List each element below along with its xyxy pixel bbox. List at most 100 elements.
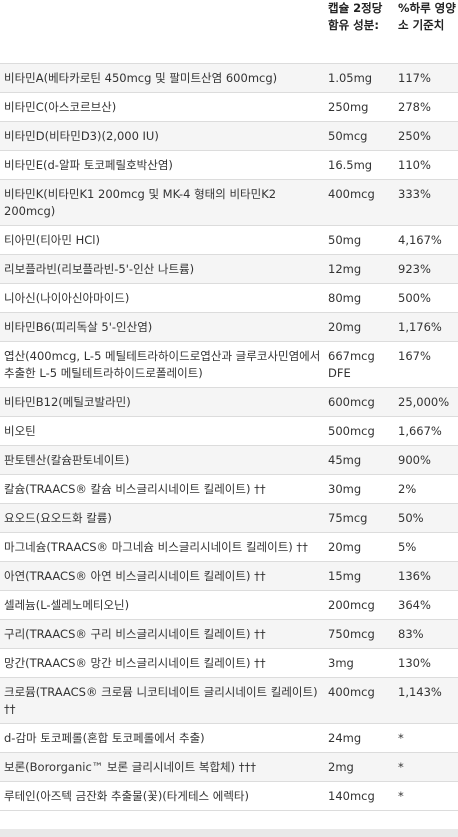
nutrient-name: 셀레늄(L-셀레노메티오닌) — [0, 590, 325, 620]
nutrient-amount: 12mg — [325, 254, 395, 284]
nutrient-amount: 50mcg — [325, 121, 395, 151]
table-row: 비타민C(아스코르브산) 250mg 278% — [0, 92, 458, 122]
nutrient-amount: 250mg — [325, 92, 395, 122]
nutrient-name: 비오틴 — [0, 416, 325, 446]
table-row: 보론(Bororganic™ 보론 글리시네이트 복합체) ††† 2mg * — [0, 752, 458, 782]
nutrient-amount: 16.5mg — [325, 150, 395, 180]
nutrient-amount: 667mcg DFE — [325, 341, 395, 388]
nutrient-daily-value: 110% — [395, 150, 458, 180]
nutrient-name: 루테인(아즈텍 금잔화 추출물(꽃)(타게테스 에렉타) — [0, 781, 325, 811]
nutrient-daily-value: 130% — [395, 648, 458, 678]
table-row: 비오틴 500mcg 1,667% — [0, 416, 458, 446]
nutrient-name: 티아민(티아민 HCl) — [0, 225, 325, 255]
nutrient-amount: 30mg — [325, 474, 395, 504]
nutrient-amount: 500mcg — [325, 416, 395, 446]
nutrient-daily-value: 1,667% — [395, 416, 458, 446]
nutrient-daily-value: 500% — [395, 283, 458, 313]
nutrient-daily-value: 2% — [395, 474, 458, 504]
table-row: 엽산(400mcg, L-5 메틸테트라하이드로엽산과 글루코사민염에서 추출한… — [0, 341, 458, 388]
nutrient-daily-value: 4,167% — [395, 225, 458, 255]
nutrient-daily-value: 167% — [395, 341, 458, 388]
nutrient-amount: 15mg — [325, 561, 395, 591]
nutrient-amount: 20mg — [325, 532, 395, 562]
table-row: 칼슘(TRAACS® 칼슘 비스글리시네이트 킬레이트) †† 30mg 2% — [0, 474, 458, 504]
nutrient-daily-value: * — [395, 723, 458, 753]
nutrient-daily-value: 923% — [395, 254, 458, 284]
nutrient-amount: 200mcg — [325, 590, 395, 620]
nutrient-amount: 600mcg — [325, 387, 395, 417]
table-row: 구리(TRAACS® 구리 비스글리시네이트 킬레이트) †† 750mcg 83% — [0, 619, 458, 649]
table-row: 마그네슘(TRAACS® 마그네슘 비스글리시네이트 킬레이트) †† 20mg 5… — [0, 532, 458, 562]
header-amount: 캡슐 2정당 함유 성분: — [325, 0, 395, 64]
nutrient-name: 크로뮴(TRAACS® 크로뮴 니코티네이트 글리시네이트 킬레이트) †† — [0, 677, 325, 724]
nutrient-daily-value: 50% — [395, 503, 458, 533]
nutrient-daily-value: 25,000% — [395, 387, 458, 417]
nutrient-name: 비타민C(아스코르브산) — [0, 92, 325, 122]
header-daily-value: %하루 영양소 기준치 — [395, 0, 458, 64]
table-row: 망간(TRAACS® 망간 비스글리시네이트 킬레이트) †† 3mg 130% — [0, 648, 458, 678]
nutrient-amount: 3mg — [325, 648, 395, 678]
nutrient-amount: 20mg — [325, 312, 395, 342]
nutrient-amount: 140mcg — [325, 781, 395, 811]
nutrient-daily-value: 900% — [395, 445, 458, 475]
table-row: d-감마 토코페롤(혼합 토코페롤에서 추출) 24mg * — [0, 723, 458, 753]
table-row: 크로뮴(TRAACS® 크로뮴 니코티네이트 글리시네이트 킬레이트) †† 40… — [0, 677, 458, 724]
nutrient-amount: 75mcg — [325, 503, 395, 533]
nutrient-name: 비타민A(베타카로틴 450mcg 및 팔미트산염 600mcg) — [0, 63, 325, 93]
scroll-edge — [0, 829, 458, 837]
nutrient-daily-value: 136% — [395, 561, 458, 591]
nutrient-daily-value: 117% — [395, 63, 458, 93]
nutrient-table: 캡슐 2정당 함유 성분: %하루 영양소 기준치 비타민A(베타카로틴 450… — [0, 0, 458, 811]
nutrient-daily-value: 278% — [395, 92, 458, 122]
table-row: 루테인(아즈텍 금잔화 추출물(꽃)(타게테스 에렉타) 140mcg * — [0, 781, 458, 811]
table-row: 요오드(요오드화 칼륨) 75mcg 50% — [0, 503, 458, 533]
nutrient-name: 비타민B12(메틸코발라민) — [0, 387, 325, 417]
nutrient-daily-value: 250% — [395, 121, 458, 151]
table-row: 티아민(티아민 HCl) 50mg 4,167% — [0, 225, 458, 255]
nutrient-daily-value: 83% — [395, 619, 458, 649]
nutrient-name: 비타민E(d-알파 토코페릴호박산염) — [0, 150, 325, 180]
nutrient-name: 비타민K(비타민K1 200mcg 및 MK-4 형태의 비타민K2 200mc… — [0, 179, 325, 226]
nutrient-name: 망간(TRAACS® 망간 비스글리시네이트 킬레이트) †† — [0, 648, 325, 678]
nutrient-daily-value: 1,176% — [395, 312, 458, 342]
nutrient-name: 엽산(400mcg, L-5 메틸테트라하이드로엽산과 글루코사민염에서 추출한… — [0, 341, 325, 388]
nutrient-name: 마그네슘(TRAACS® 마그네슘 비스글리시네이트 킬레이트) †† — [0, 532, 325, 562]
nutrient-name: 니아신(나이아신아마이드) — [0, 283, 325, 313]
nutrient-daily-value: 1,143% — [395, 677, 458, 724]
nutrient-amount: 50mg — [325, 225, 395, 255]
table-row: 아연(TRAACS® 아연 비스글리시네이트 킬레이트) †† 15mg 136% — [0, 561, 458, 591]
nutrient-daily-value: 333% — [395, 179, 458, 226]
nutrient-daily-value: * — [395, 752, 458, 782]
table-row: 비타민B6(피리독살 5'-인산염) 20mg 1,176% — [0, 312, 458, 342]
nutrient-amount: 45mg — [325, 445, 395, 475]
table-body: 비타민A(베타카로틴 450mcg 및 팔미트산염 600mcg) 1.05mg 1… — [0, 63, 458, 811]
nutrient-amount: 2mg — [325, 752, 395, 782]
nutrient-amount: 400mcg — [325, 677, 395, 724]
table-row: 니아신(나이아신아마이드) 80mg 500% — [0, 283, 458, 313]
nutrient-name: 비타민B6(피리독살 5'-인산염) — [0, 312, 325, 342]
nutrient-name: d-감마 토코페롤(혼합 토코페롤에서 추출) — [0, 723, 325, 753]
nutrient-amount: 80mg — [325, 283, 395, 313]
table-header-row: 캡슐 2정당 함유 성분: %하루 영양소 기준치 — [0, 0, 458, 64]
nutrient-name: 아연(TRAACS® 아연 비스글리시네이트 킬레이트) †† — [0, 561, 325, 591]
nutrient-amount: 24mg — [325, 723, 395, 753]
table-row: 비타민B12(메틸코발라민) 600mcg 25,000% — [0, 387, 458, 417]
table-row: 비타민E(d-알파 토코페릴호박산염) 16.5mg 110% — [0, 150, 458, 180]
nutrient-name: 칼슘(TRAACS® 칼슘 비스글리시네이트 킬레이트) †† — [0, 474, 325, 504]
nutrient-name: 판토텐산(칼슘판토네이트) — [0, 445, 325, 475]
nutrient-daily-value: 364% — [395, 590, 458, 620]
nutrient-name: 요오드(요오드화 칼륨) — [0, 503, 325, 533]
nutrient-name: 리보플라빈(리보플라빈-5'-인산 나트륨) — [0, 254, 325, 284]
nutrient-amount: 1.05mg — [325, 63, 395, 93]
table-row: 비타민A(베타카로틴 450mcg 및 팔미트산염 600mcg) 1.05mg 1… — [0, 63, 458, 93]
table-row: 셀레늄(L-셀레노메티오닌) 200mcg 364% — [0, 590, 458, 620]
nutrient-name: 비타민D(비타민D3)(2,000 IU) — [0, 121, 325, 151]
table-row: 판토텐산(칼슘판토네이트) 45mg 900% — [0, 445, 458, 475]
nutrient-name: 구리(TRAACS® 구리 비스글리시네이트 킬레이트) †† — [0, 619, 325, 649]
table-row: 비타민K(비타민K1 200mcg 및 MK-4 형태의 비타민K2 200mc… — [0, 179, 458, 226]
table-row: 비타민D(비타민D3)(2,000 IU) 50mcg 250% — [0, 121, 458, 151]
nutrient-daily-value: * — [395, 781, 458, 811]
nutrient-daily-value: 5% — [395, 532, 458, 562]
nutrient-amount: 400mcg — [325, 179, 395, 226]
